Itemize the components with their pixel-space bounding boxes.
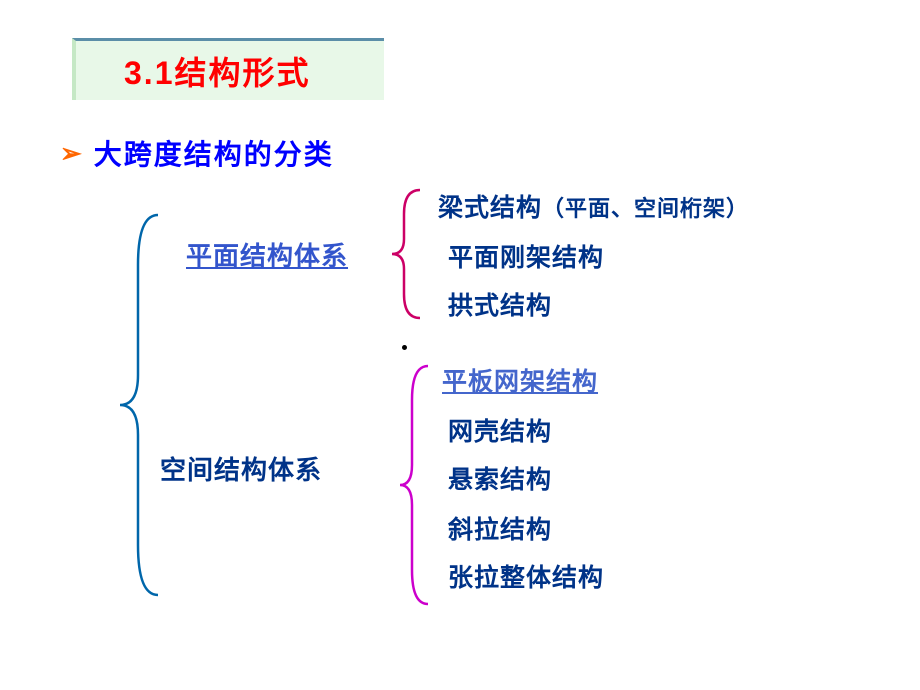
- dot-icon: [402, 345, 407, 350]
- category-2-label: 空间结构体系: [160, 450, 322, 487]
- category-1-label[interactable]: 平面结构体系: [186, 236, 348, 273]
- item-1-3: 拱式结构: [448, 286, 552, 322]
- subtitle-row: ➢ 大跨度结构的分类: [60, 133, 334, 173]
- item-2-5: 张拉整体结构: [448, 558, 604, 594]
- item-1-1-paren: （平面、空间桁架）: [542, 196, 749, 221]
- item-2-2: 网壳结构: [448, 412, 552, 448]
- item-1-2: 平面刚架结构: [448, 238, 604, 274]
- item-1-1-text: 梁式结构: [438, 194, 542, 222]
- arrow-icon: ➢: [60, 138, 82, 169]
- item-2-3: 悬索结构: [448, 460, 552, 496]
- item-2-4: 斜拉结构: [448, 510, 552, 546]
- main-bracket: [116, 210, 166, 600]
- subtitle: 大跨度结构的分类: [94, 133, 334, 173]
- item-2-1[interactable]: 平板网架结构: [442, 362, 598, 398]
- page-title: 3.1结构形式: [124, 48, 311, 94]
- sub-bracket-1: [388, 184, 428, 324]
- sub-bracket-2: [396, 360, 436, 610]
- item-1-1: 梁式结构（平面、空间桁架）: [438, 188, 749, 224]
- title-box: 3.1结构形式: [72, 38, 384, 100]
